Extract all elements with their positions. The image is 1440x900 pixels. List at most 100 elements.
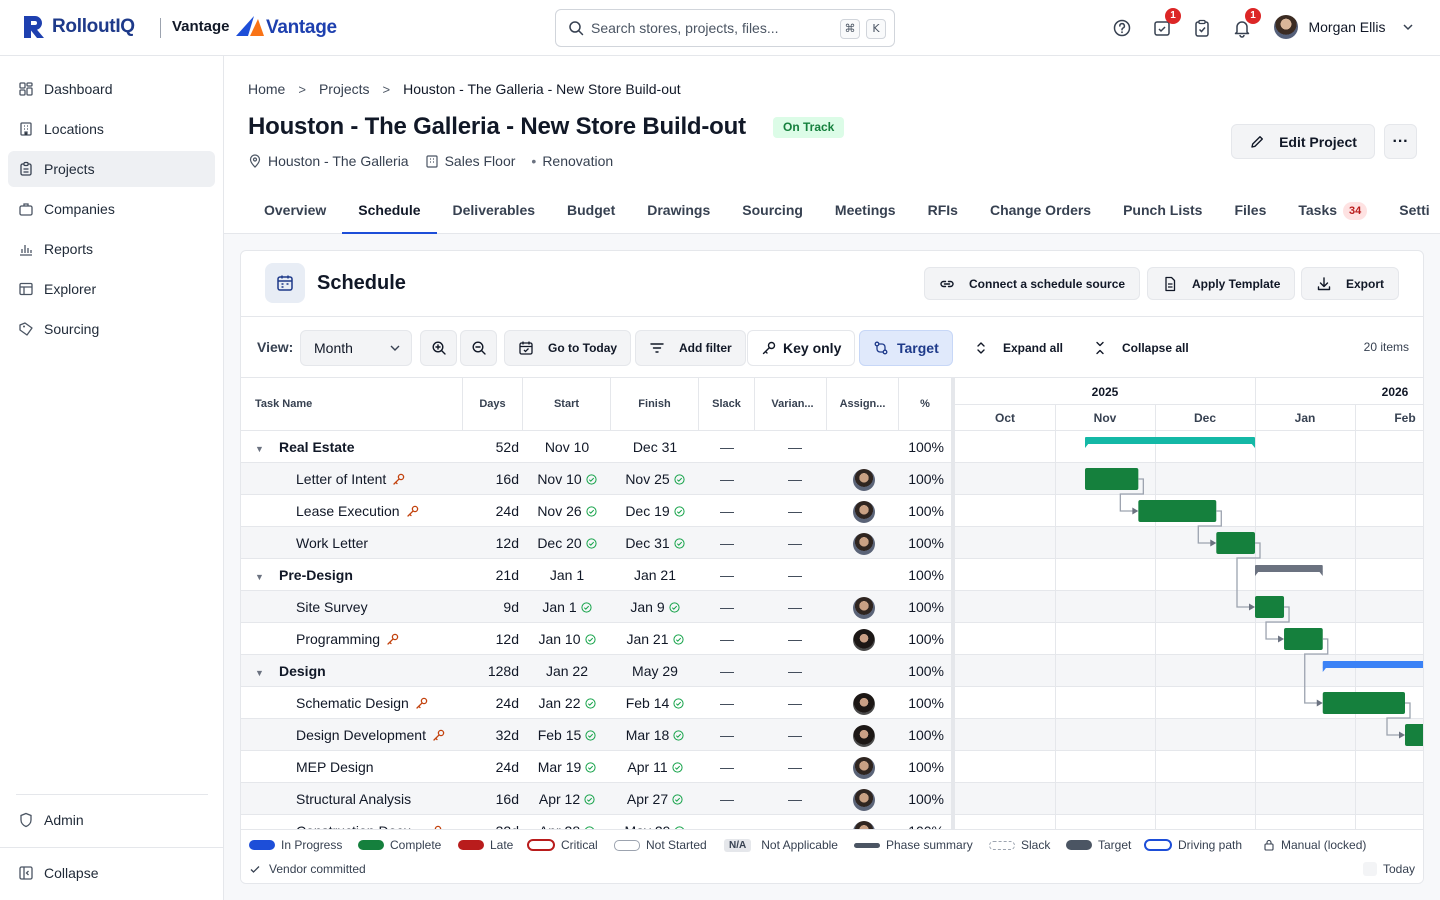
gantt-month-label: Oct bbox=[995, 411, 1015, 425]
phase-row[interactable]: ▼ Design 128d Jan 22 May 29 — — 100% bbox=[241, 655, 951, 687]
assignee-avatar[interactable] bbox=[853, 821, 875, 829]
connect-schedule-button[interactable]: Connect a schedule source bbox=[924, 267, 1141, 300]
task-row[interactable]: MEP Design 24d Mar 19 Apr 11 — — 100% bbox=[241, 751, 951, 783]
chevron-down-icon[interactable]: ▼ bbox=[255, 572, 264, 582]
tab-deliverables[interactable]: Deliverables bbox=[452, 202, 536, 218]
tab-tasks[interactable]: Tasks 34 bbox=[1282, 186, 1383, 234]
task-row[interactable]: Schematic Design 24d Jan 22 Feb 14 — — 100% bbox=[241, 687, 951, 719]
column-header-variance[interactable]: Varian... bbox=[755, 378, 827, 431]
user-menu[interactable]: Morgan Ellis bbox=[1274, 15, 1414, 41]
legend-swatch bbox=[854, 842, 880, 848]
bell-icon[interactable] bbox=[1232, 18, 1252, 38]
clipboard-icon[interactable] bbox=[1192, 18, 1212, 38]
assignee-avatar[interactable] bbox=[853, 501, 875, 524]
dependency-connector bbox=[1119, 478, 1144, 512]
edit-project-button[interactable]: Edit Project bbox=[1231, 124, 1375, 159]
tab-settings[interactable]: Setti bbox=[1399, 202, 1430, 218]
check-circle-icon bbox=[586, 506, 597, 517]
sidebar-item-dashboard[interactable]: Dashboard bbox=[8, 71, 215, 107]
legend-label: Not Applicable bbox=[761, 838, 838, 852]
task-name: Lease Execution bbox=[296, 503, 400, 519]
export-button[interactable]: Export bbox=[1301, 267, 1400, 300]
column-header-days[interactable]: Days bbox=[463, 378, 523, 431]
chevron-down-icon[interactable]: ▼ bbox=[255, 444, 264, 454]
help-icon[interactable] bbox=[1112, 18, 1132, 38]
zoom-out-button[interactable] bbox=[460, 330, 497, 366]
task-row[interactable]: Design Development 32d Feb 15 Mar 18 — — 100% bbox=[241, 719, 951, 751]
target-toggle[interactable]: Target bbox=[859, 330, 953, 366]
tab-punch-lists[interactable]: Punch Lists bbox=[1123, 202, 1203, 218]
sidebar-item-reports[interactable]: Reports bbox=[8, 231, 215, 267]
breadcrumb-projects[interactable]: Projects bbox=[318, 81, 370, 97]
column-header-start[interactable]: Start bbox=[523, 378, 611, 431]
column-header-percent[interactable]: % bbox=[920, 398, 930, 410]
tab-schedule[interactable]: Schedule bbox=[342, 186, 437, 234]
task-row[interactable]: Structural Analysis 16d Apr 12 Apr 27 — — 100% bbox=[241, 783, 951, 815]
breadcrumb-home[interactable]: Home bbox=[248, 81, 286, 97]
inbox-check-icon[interactable] bbox=[1152, 18, 1172, 38]
global-search[interactable]: ⌘ K bbox=[555, 9, 895, 47]
expand-all-button[interactable]: Expand all bbox=[959, 330, 1077, 366]
pane-splitter[interactable] bbox=[951, 378, 955, 829]
sidebar-collapse-button[interactable]: Collapse bbox=[8, 855, 215, 891]
task-variance: — bbox=[788, 759, 802, 775]
add-filter-button[interactable]: Add filter bbox=[635, 330, 746, 366]
sidebar-item-sourcing[interactable]: Sourcing bbox=[8, 311, 215, 347]
tab-rfis[interactable]: RFIs bbox=[927, 202, 958, 218]
tab-sourcing[interactable]: Sourcing bbox=[742, 202, 803, 218]
key-only-toggle[interactable]: Key only bbox=[747, 330, 856, 366]
search-input[interactable] bbox=[591, 18, 821, 38]
task-row[interactable]: Programming 12d Jan 10 Jan 21 — — 100% bbox=[241, 623, 951, 655]
tab-drawings[interactable]: Drawings bbox=[647, 202, 711, 218]
sidebar-item-explorer[interactable]: Explorer bbox=[8, 271, 215, 307]
sidebar-item-locations[interactable]: Locations bbox=[8, 111, 215, 147]
phase-summary-bar bbox=[1322, 661, 1423, 668]
task-variance: — bbox=[788, 503, 802, 519]
sidebar-item-projects[interactable]: Projects bbox=[8, 151, 215, 187]
task-finish: Dec 31 bbox=[632, 439, 678, 455]
column-header-slack[interactable]: Slack bbox=[699, 378, 755, 431]
assignee-avatar[interactable] bbox=[853, 533, 875, 556]
task-days: 24d bbox=[495, 759, 519, 775]
task-row[interactable]: Construction Docu... 32d Apr 28 May 29 —— 100… bbox=[241, 815, 951, 829]
view-select[interactable]: Month bbox=[300, 330, 412, 366]
assignee-avatar[interactable] bbox=[853, 757, 875, 780]
column-header-task-name[interactable]: Task Name bbox=[241, 378, 463, 431]
task-row[interactable]: Lease Execution 24d Nov 26 Dec 19 — — 100% bbox=[241, 495, 951, 527]
assignee-avatar[interactable] bbox=[853, 789, 875, 812]
task-row[interactable]: Letter of Intent 16d Nov 10 Nov 25 — — 100% bbox=[241, 463, 951, 495]
collapse-all-button[interactable]: Collapse all bbox=[1078, 330, 1203, 366]
sidebar-item-admin[interactable]: Admin bbox=[8, 802, 215, 838]
assignee-avatar[interactable] bbox=[853, 725, 875, 748]
chevron-down-icon[interactable]: ▼ bbox=[255, 668, 264, 678]
tab-overview[interactable]: Overview bbox=[264, 202, 327, 218]
assignee-avatar[interactable] bbox=[853, 469, 875, 492]
tab-budget[interactable]: Budget bbox=[567, 202, 616, 218]
task-row[interactable]: Site Survey 9d Jan 1 Jan 9 — — 100% bbox=[241, 591, 951, 623]
go-to-today-button[interactable]: Go to Today bbox=[504, 330, 632, 366]
assignee-avatar[interactable] bbox=[853, 597, 875, 620]
project-meta: Houston - The Galleria Sales Floor • Reno… bbox=[248, 153, 629, 169]
tab-meetings[interactable]: Meetings bbox=[834, 202, 896, 218]
sidebar-item-companies[interactable]: Companies bbox=[8, 191, 215, 227]
check-circle-icon bbox=[672, 762, 683, 773]
app-logo-text[interactable]: RolloutIQ bbox=[52, 16, 135, 37]
key-icon bbox=[393, 473, 405, 485]
sidebar-item-label: Explorer bbox=[44, 281, 97, 297]
task-variance: — bbox=[788, 663, 802, 679]
tab-files[interactable]: Files bbox=[1234, 202, 1267, 218]
phase-row[interactable]: ▼ Real Estate 52d Nov 10 Dec 31 — — 100% bbox=[241, 431, 951, 463]
tab-change-orders[interactable]: Change Orders bbox=[989, 202, 1092, 218]
task-days: 52d bbox=[495, 439, 519, 455]
column-header-finish[interactable]: Finish bbox=[611, 378, 699, 431]
more-options-button[interactable]: ··· bbox=[1384, 124, 1417, 159]
task-row[interactable]: Work Letter 12d Dec 20 Dec 31 — — 100% bbox=[241, 527, 951, 559]
column-header-assignee[interactable]: Assign... bbox=[827, 378, 899, 431]
task-percent: 100% bbox=[908, 663, 944, 679]
assignee-avatar[interactable] bbox=[853, 693, 875, 716]
phase-row[interactable]: ▼ Pre-Design 21d Jan 1 Jan 21 — — 100% bbox=[241, 559, 951, 591]
assignee-avatar[interactable] bbox=[853, 629, 875, 652]
check-circle-icon bbox=[585, 762, 596, 773]
apply-template-button[interactable]: Apply Template bbox=[1147, 267, 1296, 300]
zoom-in-button[interactable] bbox=[420, 330, 457, 366]
